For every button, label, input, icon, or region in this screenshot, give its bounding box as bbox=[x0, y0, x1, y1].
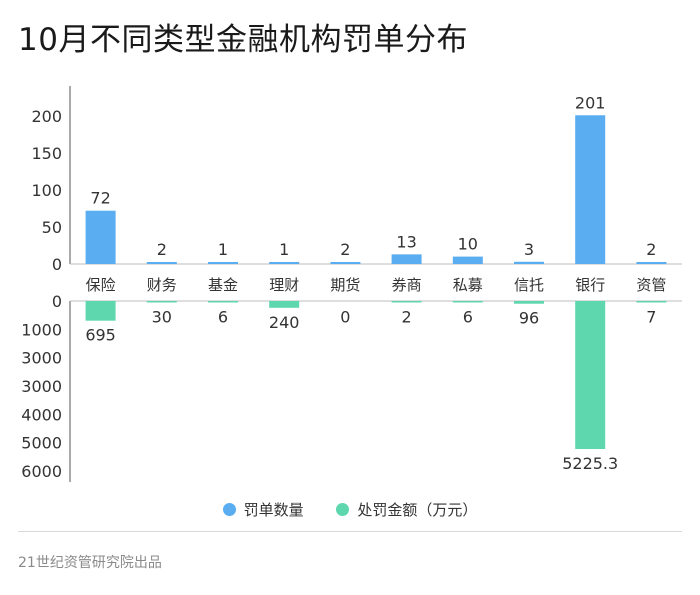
y-tick-label-top: 200 bbox=[31, 107, 62, 126]
bar-count bbox=[391, 254, 422, 264]
data-label-amount: 240 bbox=[269, 313, 300, 332]
y-tick-label-top: 50 bbox=[42, 218, 62, 237]
bar-count bbox=[452, 256, 483, 264]
data-label-amount: 0 bbox=[340, 308, 350, 327]
category-label: 基金 bbox=[208, 276, 238, 294]
category-label: 期货 bbox=[330, 276, 360, 294]
bar-amount bbox=[452, 301, 483, 303]
legend-item-count: 罚单数量 bbox=[222, 499, 304, 520]
category-label: 信托 bbox=[514, 276, 544, 294]
data-label-amount: 30 bbox=[152, 308, 172, 327]
data-label-count: 13 bbox=[396, 232, 416, 251]
bar-count bbox=[208, 262, 238, 264]
data-label-count: 2 bbox=[646, 240, 656, 259]
legend-label-amount: 处罚金额（万元） bbox=[357, 501, 478, 519]
data-label-count: 1 bbox=[279, 240, 289, 259]
bar-amount bbox=[146, 301, 177, 303]
bar-amount bbox=[575, 301, 606, 450]
data-label-count: 3 bbox=[524, 240, 534, 259]
bar-amount bbox=[391, 301, 422, 303]
y-tick-label-bottom: 5000 bbox=[21, 434, 62, 453]
category-label: 私募 bbox=[453, 276, 483, 294]
bar-count bbox=[85, 210, 116, 264]
data-label-amount: 5225.3 bbox=[562, 454, 618, 473]
data-label-count: 10 bbox=[458, 235, 478, 254]
legend-swatch-count bbox=[222, 503, 236, 516]
y-tick-label-top: 0 bbox=[52, 255, 62, 274]
data-label-count: 201 bbox=[575, 93, 606, 112]
bar-amount bbox=[208, 301, 238, 303]
y-tick-label-bottom: 6000 bbox=[21, 462, 62, 481]
data-label-count: 2 bbox=[157, 240, 167, 259]
y-tick-label-bottom: 1000 bbox=[21, 320, 62, 339]
data-label-count: 72 bbox=[90, 189, 110, 208]
data-label-count: 1 bbox=[218, 240, 228, 259]
category-label: 券商 bbox=[392, 276, 422, 294]
data-label-amount: 6 bbox=[218, 308, 228, 327]
y-tick-label-top: 150 bbox=[31, 144, 62, 163]
bar-amount bbox=[636, 301, 667, 303]
legend-item-amount: 处罚金额（万元） bbox=[336, 499, 477, 520]
bar-count bbox=[146, 262, 177, 264]
bar-count bbox=[636, 262, 667, 264]
category-label: 银行 bbox=[575, 276, 605, 294]
y-tick-label-bottom: 3000 bbox=[21, 377, 62, 396]
category-label: 资管 bbox=[636, 276, 666, 294]
bar-count bbox=[269, 262, 300, 264]
footer-divider bbox=[18, 531, 682, 532]
footer-source: 21世纪资管研究院出品 bbox=[18, 555, 162, 571]
y-tick-label-bottom: 0 bbox=[52, 292, 62, 311]
category-label: 保险 bbox=[86, 276, 116, 294]
category-label: 理财 bbox=[269, 276, 299, 294]
legend: 罚单数量 处罚金额（万元） bbox=[0, 499, 700, 520]
data-label-amount: 695 bbox=[85, 326, 116, 345]
y-tick-label-bottom: 4000 bbox=[21, 405, 62, 424]
data-label-amount: 96 bbox=[519, 309, 539, 328]
bar-chart: 0501001502000100030003000400050006000保险7… bbox=[21, 86, 682, 482]
data-label-amount: 6 bbox=[463, 308, 473, 327]
y-tick-label-top: 100 bbox=[31, 181, 62, 200]
bar-count bbox=[514, 261, 544, 264]
bar-count bbox=[330, 262, 361, 264]
bar-count bbox=[575, 115, 606, 264]
legend-swatch-amount bbox=[336, 503, 350, 516]
y-tick-label-bottom: 3000 bbox=[21, 349, 62, 368]
bar-amount bbox=[514, 301, 544, 304]
data-label-count: 2 bbox=[340, 240, 350, 259]
data-label-amount: 7 bbox=[646, 308, 656, 327]
bar-amount bbox=[85, 301, 116, 321]
legend-label-count: 罚单数量 bbox=[243, 501, 304, 519]
chart-title: 10月不同类型金融机构罚单分布 bbox=[18, 22, 468, 58]
bar-amount bbox=[269, 301, 300, 308]
data-label-amount: 2 bbox=[402, 308, 412, 327]
category-label: 财务 bbox=[147, 276, 177, 294]
